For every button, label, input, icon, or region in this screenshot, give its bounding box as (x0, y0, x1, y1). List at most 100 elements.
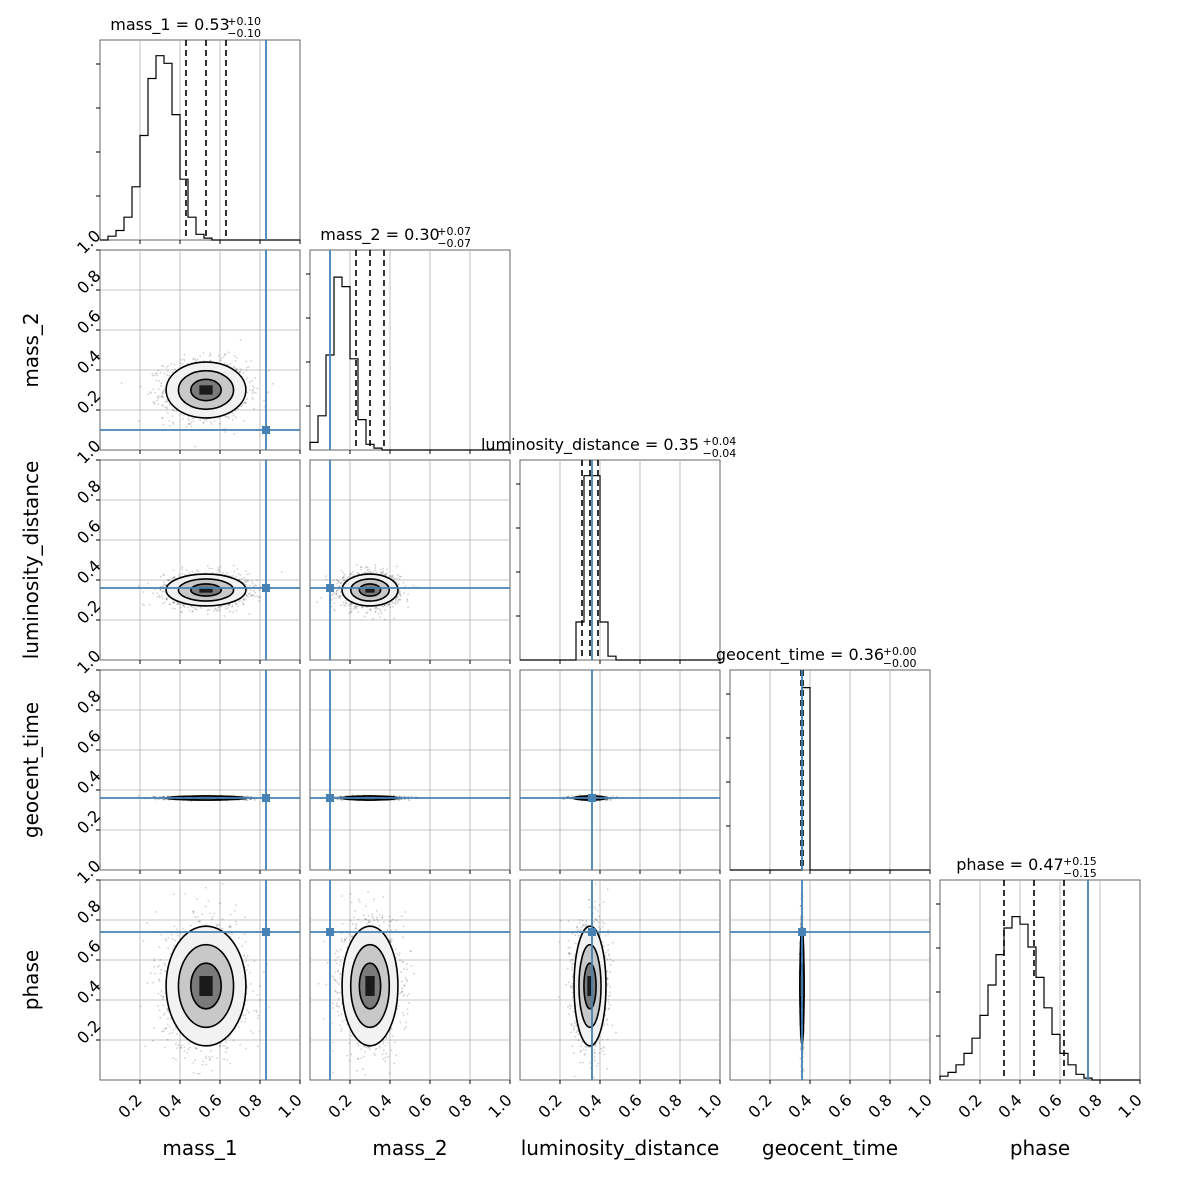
sample-point (166, 411, 169, 414)
sample-point (180, 610, 183, 613)
sample-point (355, 607, 358, 610)
sample-point (243, 577, 246, 579)
sample-point (395, 577, 398, 580)
sample-point (200, 607, 203, 609)
sample-point (336, 582, 338, 585)
sample-point (374, 610, 377, 613)
panel-frame (99, 39, 301, 241)
sample-point (332, 579, 335, 582)
sample-point (226, 607, 229, 609)
sample-point (173, 409, 176, 412)
sample-point (384, 609, 387, 611)
sample-point (156, 399, 159, 402)
sample-point (359, 566, 362, 568)
sample-point (164, 584, 167, 587)
sample-point (383, 604, 386, 607)
sample-point (153, 403, 156, 406)
sample-point (366, 611, 368, 614)
sample-point (251, 389, 254, 392)
sample-point (160, 382, 163, 385)
sample-point (384, 573, 387, 575)
sample-point (225, 416, 228, 418)
sample-point (391, 574, 394, 577)
sample-point (180, 358, 183, 361)
sample-point (222, 355, 225, 358)
sample-point (364, 566, 367, 569)
sample-point (344, 604, 346, 607)
truth-marker (326, 584, 334, 592)
sample-point (245, 580, 248, 583)
sample-point (219, 565, 222, 568)
sample-point (248, 388, 251, 391)
sample-point (154, 372, 157, 375)
sample-point (235, 369, 238, 371)
sample-point (395, 598, 398, 601)
sample-point (348, 575, 351, 578)
sample-point (391, 576, 394, 579)
sample-point (386, 568, 389, 571)
sample-point (168, 419, 170, 422)
sample-point (147, 393, 150, 396)
sample-point (162, 590, 165, 593)
sample-point (396, 596, 399, 598)
sample-point (223, 615, 226, 617)
sample-point (214, 607, 217, 610)
sample-point (235, 416, 237, 419)
sample-point (395, 565, 398, 568)
sample-point (398, 598, 401, 601)
sample-point (244, 402, 247, 404)
sample-point (258, 589, 261, 592)
sample-point (168, 603, 171, 606)
sample-point (344, 602, 347, 605)
sample-point (343, 573, 346, 576)
panel-luminosity_distance-mass_2 (309, 459, 511, 664)
sample-point (238, 600, 241, 603)
sample-point (400, 575, 402, 578)
sample-point (236, 568, 239, 571)
sample-point (139, 385, 142, 388)
sample-point (172, 421, 174, 424)
sample-point (236, 368, 239, 370)
sample-point (398, 590, 401, 593)
title-minus: −0.10 (227, 27, 261, 40)
sample-point (192, 358, 195, 361)
sample-point (272, 382, 274, 385)
sample-point (196, 358, 199, 360)
sample-point (173, 576, 176, 578)
sample-point (237, 605, 240, 608)
sample-point (382, 605, 385, 608)
sample-point (374, 569, 376, 572)
sample-point (366, 569, 369, 571)
sample-point (208, 608, 211, 611)
sample-point (239, 371, 241, 373)
sample-point (169, 603, 171, 606)
sample-point (159, 371, 162, 374)
sample-point (234, 601, 237, 604)
sample-point (233, 354, 236, 357)
sample-point (356, 564, 358, 566)
sample-point (223, 362, 226, 365)
sample-point (233, 365, 235, 368)
sample-point (249, 594, 252, 597)
sample-point (341, 577, 344, 580)
sample-point (249, 589, 252, 591)
sample-point (352, 571, 354, 573)
sample-point (165, 406, 168, 409)
sample-point (399, 591, 401, 594)
sample-point (120, 382, 123, 384)
sample-point (232, 366, 235, 369)
sample-point (168, 374, 170, 377)
sample-point (255, 391, 257, 394)
sample-point (187, 415, 190, 418)
sample-point (164, 406, 166, 408)
sample-point (217, 571, 220, 574)
sample-point (152, 592, 155, 595)
sample-point (163, 372, 166, 375)
sample-point (246, 376, 249, 379)
sample-point (397, 583, 400, 586)
sample-point (374, 607, 376, 610)
sample-point (239, 573, 242, 576)
sample-point (191, 611, 194, 614)
sample-point (196, 608, 198, 611)
sample-point (395, 596, 398, 599)
